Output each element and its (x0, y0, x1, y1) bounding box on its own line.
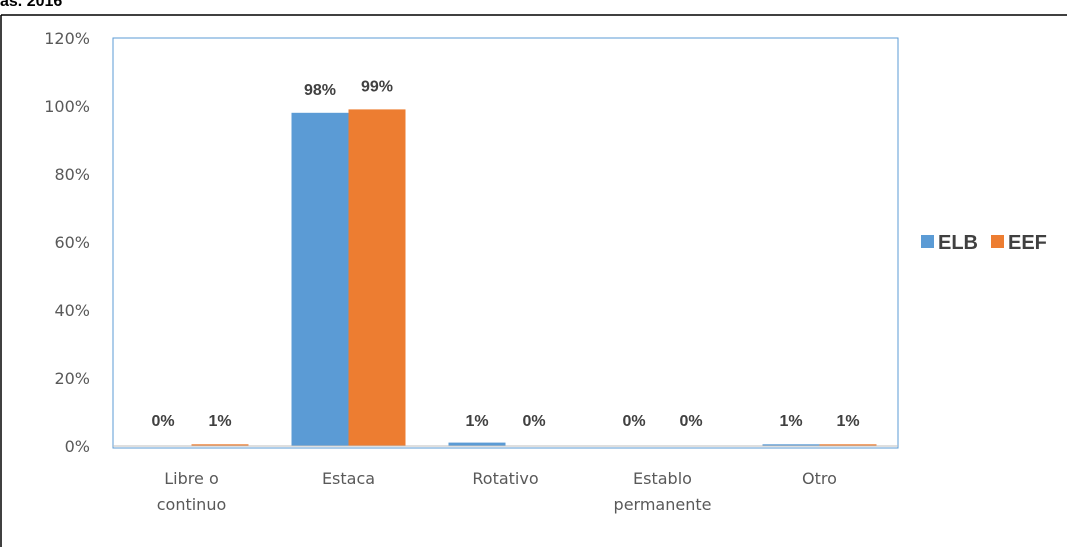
x-category-label: Establo (633, 469, 692, 488)
bar-elb (291, 112, 349, 447)
data-label: 1% (465, 413, 488, 430)
y-tick-label: 80% (54, 165, 90, 184)
data-label: 1% (208, 413, 231, 430)
bar-elb (762, 444, 820, 446)
bars-group (191, 109, 877, 447)
caption-fragment: as. 2016 (0, 0, 62, 10)
data-label: 98% (304, 82, 336, 99)
x-category-label: Estaca (322, 469, 375, 488)
bar-eef (348, 109, 406, 447)
data-label: 0% (151, 413, 174, 430)
legend: ELB EEF (921, 232, 1047, 254)
bar-eef (819, 444, 877, 446)
bar-elb (448, 442, 506, 446)
x-category-label: permanente (614, 495, 712, 514)
y-tick-label: 40% (54, 301, 90, 320)
y-axis: 0% 20% 40% 60% 80% 100% 120% (44, 29, 90, 456)
data-label: 1% (836, 413, 859, 430)
x-category-label: Libre o (164, 469, 218, 488)
data-label: 0% (679, 413, 702, 430)
y-tick-label: 60% (54, 233, 90, 252)
legend-swatch-eef (991, 235, 1004, 248)
bar-eef (191, 444, 249, 446)
data-labels-group: 0% 98% 1% 0% 1% 1% 99% 0% 0% 1% (151, 78, 859, 430)
y-tick-label: 20% (54, 369, 90, 388)
y-tick-label: 120% (44, 29, 90, 48)
data-label: 1% (779, 413, 802, 430)
data-label: 0% (522, 413, 545, 430)
y-tick-label: 0% (65, 437, 90, 456)
x-axis: Libre o continuo Estaca Rotativo Establo perm… (157, 469, 837, 514)
x-category-label: Otro (802, 469, 837, 488)
data-label: 0% (622, 413, 645, 430)
plot-area-border (112, 37, 899, 449)
legend-label-eef: EEF (1008, 232, 1047, 254)
legend-swatch-elb (921, 235, 934, 248)
x-category-label: Rotativo (472, 469, 538, 488)
legend-label-elb: ELB (938, 232, 978, 254)
data-label: 99% (361, 78, 393, 95)
x-category-label: continuo (157, 495, 227, 514)
y-tick-label: 100% (44, 97, 90, 116)
